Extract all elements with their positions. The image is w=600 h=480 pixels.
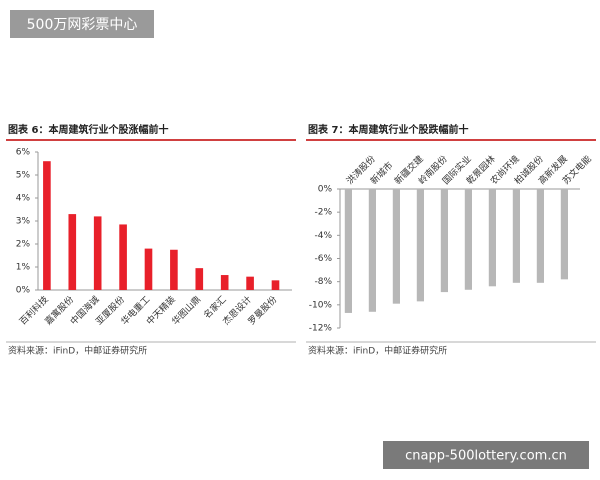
bar — [43, 161, 51, 290]
figure-title: 图表 6：本周建筑行业个股涨幅前十 — [8, 123, 168, 136]
y-tick-label: 6% — [16, 148, 31, 158]
y-tick-label: -8% — [314, 277, 332, 287]
y-tick-label: 0% — [318, 185, 333, 195]
watermark-box — [10, 10, 154, 38]
y-tick-label: 5% — [16, 171, 31, 181]
y-tick-label: 0% — [16, 286, 31, 296]
y-tick-label: 1% — [16, 263, 31, 273]
bar — [271, 280, 280, 290]
bar — [440, 189, 448, 293]
bar — [68, 214, 77, 290]
bar — [536, 189, 544, 283]
bar — [416, 189, 424, 302]
watermark: 500万网彩票中心 — [27, 17, 138, 33]
bar — [368, 189, 376, 312]
bar — [512, 189, 520, 283]
y-tick-label: -12% — [309, 324, 333, 334]
y-tick-label: -4% — [314, 231, 332, 241]
bar — [464, 189, 472, 290]
source: 资料来源：iFinD，中邮证券研究所 — [308, 345, 447, 357]
y-tick-label: -6% — [314, 254, 332, 264]
watermark: cnapp-500lottery.com.cn — [405, 449, 567, 464]
bar — [119, 224, 127, 290]
bar — [392, 189, 400, 304]
bar — [195, 268, 204, 290]
bar — [220, 275, 229, 290]
watermark-box — [383, 441, 589, 469]
y-tick-label: -10% — [309, 300, 333, 310]
bar — [246, 276, 254, 290]
y-tick-label: 3% — [16, 217, 31, 227]
bar — [560, 189, 568, 280]
figure-title: 图表 7：本周建筑行业个股跌幅前十 — [308, 123, 468, 136]
bar — [488, 189, 496, 287]
bar — [144, 248, 153, 290]
y-tick-label: 2% — [16, 240, 31, 250]
bar — [93, 216, 102, 290]
source: 资料来源：iFinD，中邮证券研究所 — [8, 345, 147, 357]
y-tick-label: 4% — [16, 194, 31, 204]
bar — [344, 189, 352, 313]
y-tick-label: -2% — [314, 208, 332, 218]
bar — [170, 249, 178, 290]
